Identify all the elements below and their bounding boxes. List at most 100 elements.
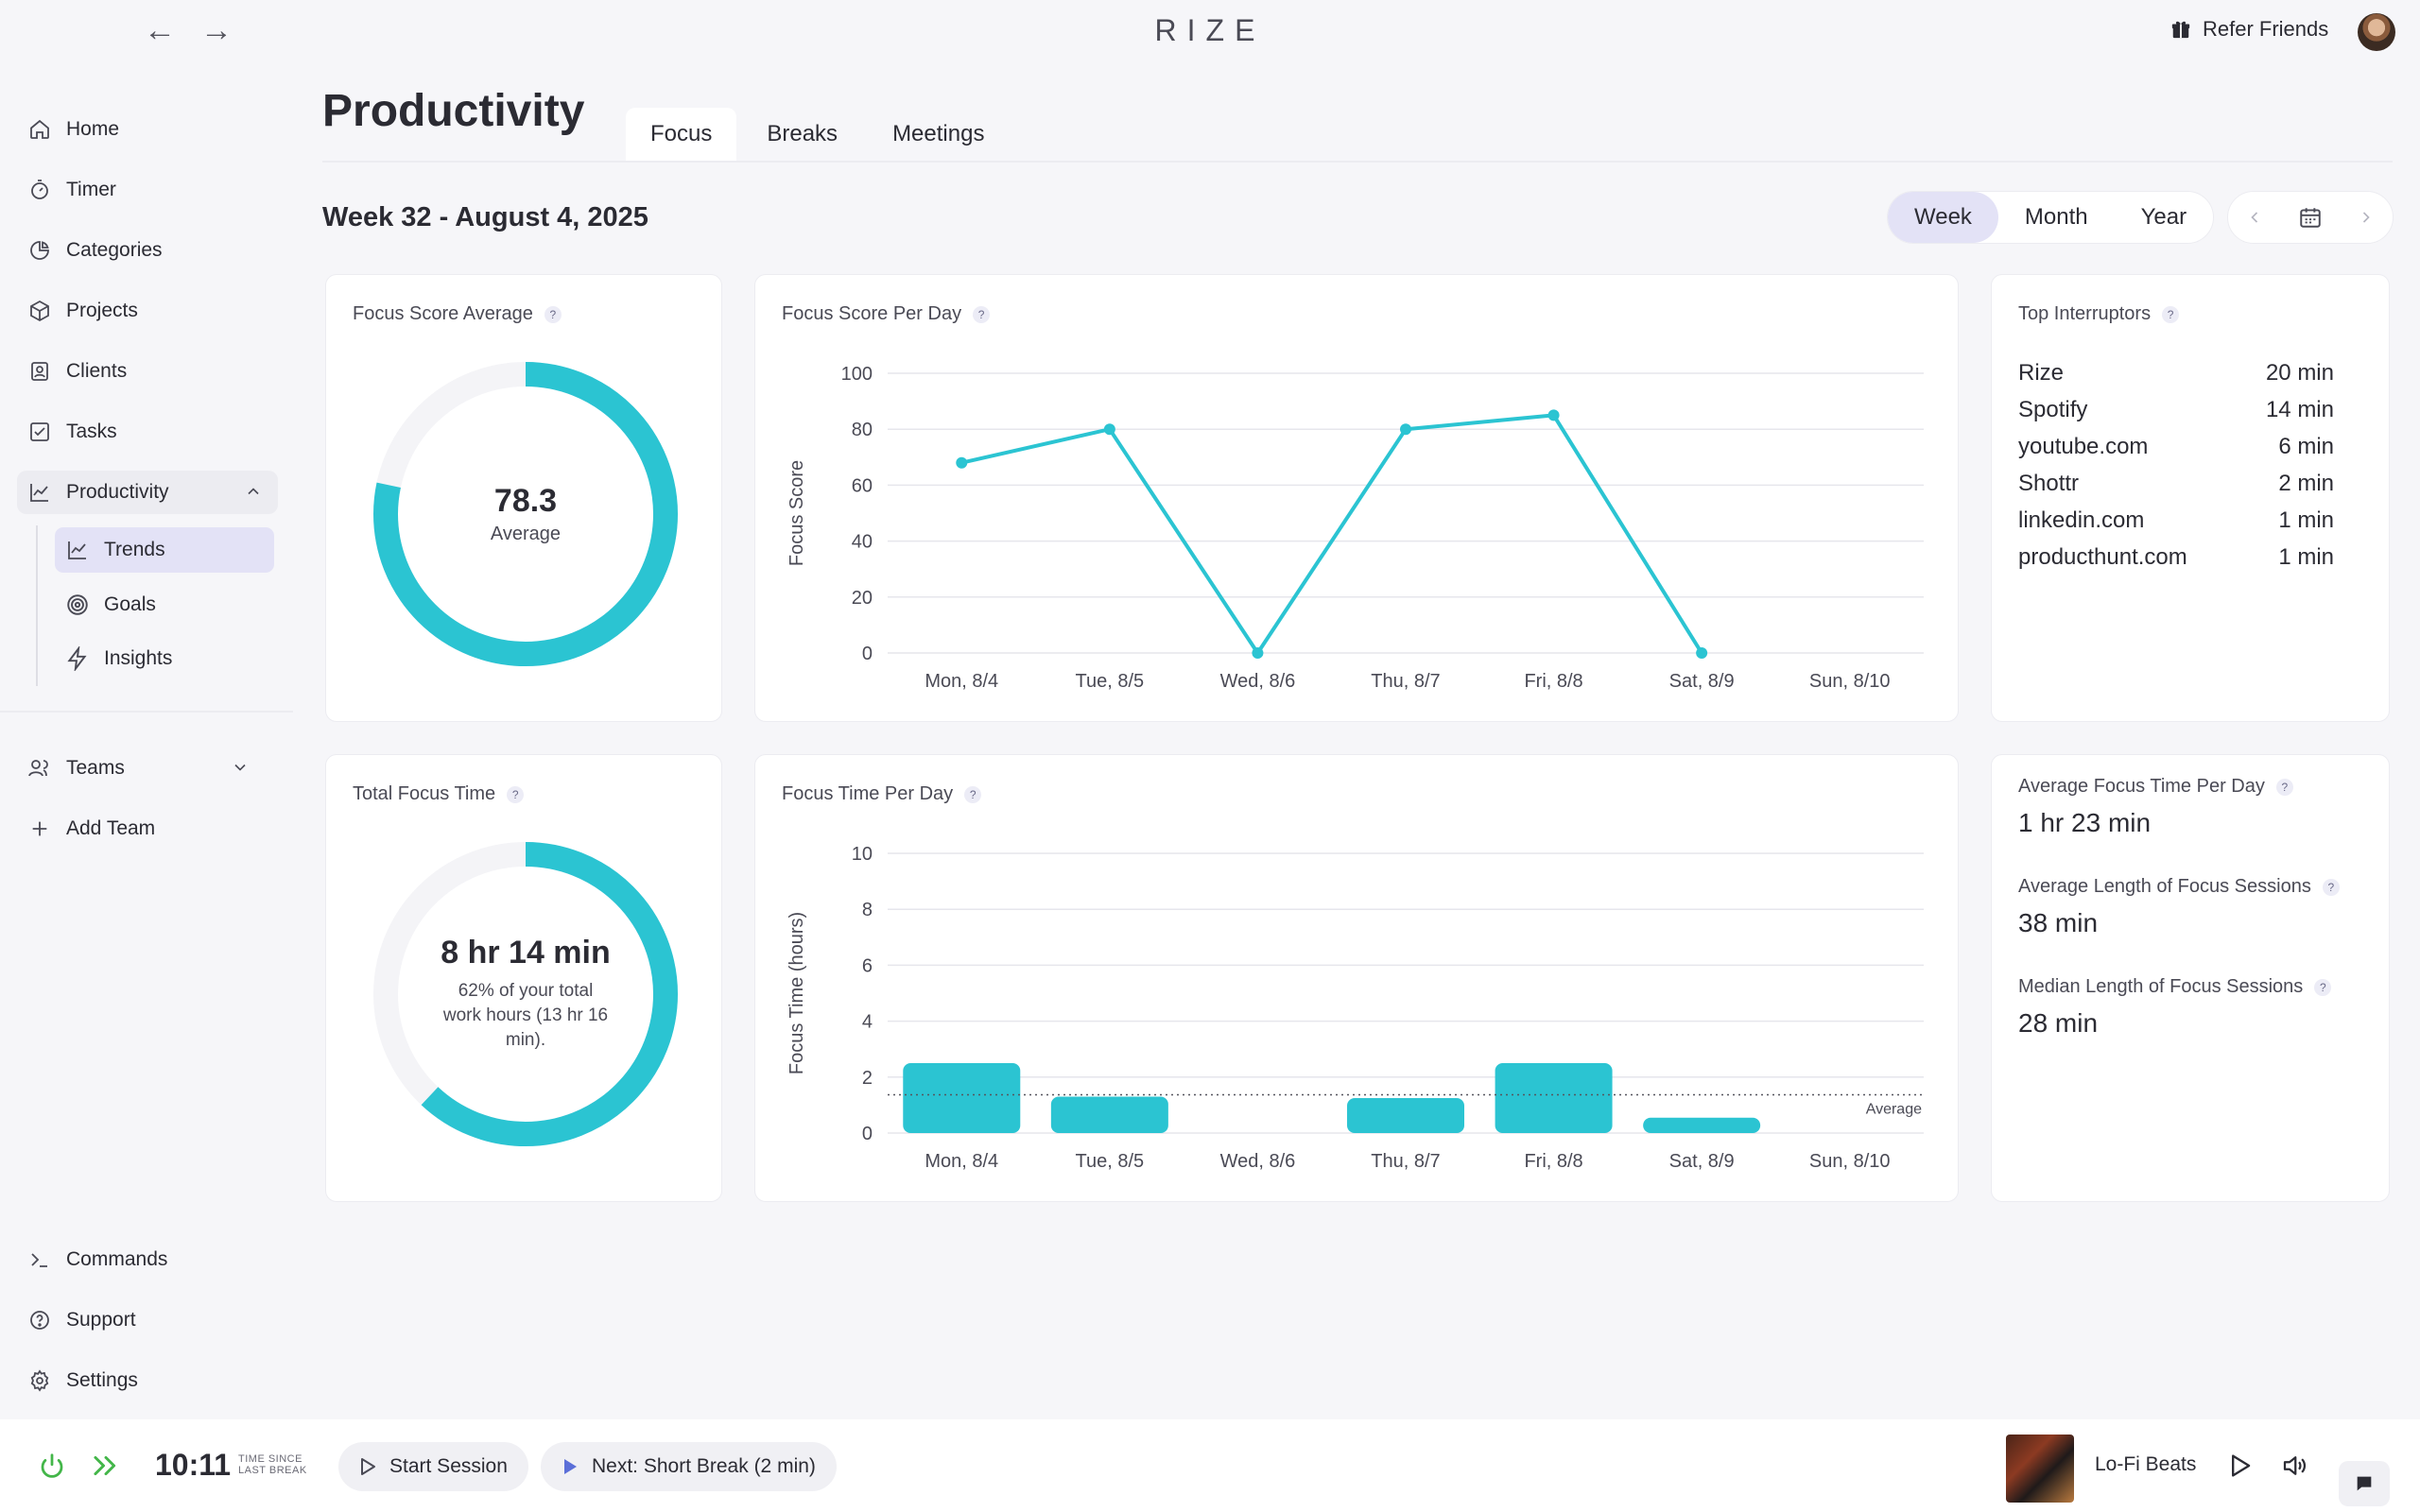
chat-button[interactable]	[2339, 1461, 2390, 1506]
y-axis-label: Focus Time (hours)	[786, 912, 807, 1074]
add-team-button[interactable]: Add Team	[26, 807, 276, 850]
start-session-button[interactable]: Start Session	[338, 1442, 528, 1491]
refer-friends-button[interactable]: Refer Friends	[2170, 17, 2328, 42]
tab-breaks[interactable]: Breaks	[767, 121, 838, 146]
x-tick-label: Tue, 8/5	[1076, 1151, 1145, 1172]
donut-center: 78.3 Average	[372, 360, 680, 668]
range-year-button[interactable]: Year	[2140, 204, 2187, 230]
bar	[903, 1063, 1021, 1133]
sidebar-item-settings[interactable]: Settings	[26, 1359, 276, 1402]
bar	[1347, 1098, 1464, 1133]
help-icon[interactable]: ?	[544, 305, 562, 323]
card-title: Top Interruptors ?	[2018, 303, 2180, 325]
list-item: linkedin.com 1 min	[2018, 502, 2334, 539]
donut-progress	[373, 842, 678, 1146]
sidebar-subitem-trends[interactable]: Trends	[55, 527, 274, 573]
sidebar-item-categories[interactable]: Categories	[26, 229, 276, 272]
date-navigator	[2227, 191, 2394, 244]
users-icon	[26, 755, 53, 782]
app-name: producthunt.com	[2018, 543, 2187, 570]
range-week-button[interactable]: Week	[1888, 192, 1998, 243]
sidebar-item-label: Productivity	[66, 481, 169, 503]
home-icon	[26, 116, 53, 143]
play-outline-icon[interactable]	[2229, 1453, 2252, 1478]
app-name: Spotify	[2018, 396, 2088, 422]
sidebar-item-clients[interactable]: Clients	[26, 350, 276, 393]
chevron-left-icon[interactable]	[2245, 208, 2264, 227]
contact-icon	[26, 358, 53, 385]
sidebar-subitem-label: Goals	[104, 593, 156, 615]
bar	[1495, 1063, 1613, 1133]
data-point	[1696, 647, 1708, 659]
app-name: Shottr	[2018, 470, 2080, 496]
sidebar-item-teams[interactable]: Teams	[26, 747, 276, 790]
sidebar-item-label: Settings	[66, 1369, 138, 1391]
volume-icon[interactable]	[2280, 1452, 2308, 1480]
help-icon[interactable]: ?	[973, 305, 991, 323]
app-logo: RIZE	[1154, 13, 1266, 47]
tab-focus[interactable]: Focus	[626, 108, 737, 161]
sidebar-item-home[interactable]: Home	[26, 108, 276, 151]
total-focus-value: 8 hr 14 min	[441, 935, 611, 971]
sidebar-item-projects[interactable]: Projects	[26, 289, 276, 333]
x-tick-label: Sat, 8/9	[1669, 1151, 1735, 1172]
skip-forward-icon[interactable]	[91, 1452, 121, 1480]
power-icon[interactable]	[38, 1452, 66, 1480]
sidebar-item-timer[interactable]: Timer	[26, 168, 276, 212]
y-tick-label: 2	[862, 1068, 873, 1089]
next-break-button[interactable]: Next: Short Break (2 min)	[541, 1442, 837, 1491]
time-since-label: TIME SINCE LAST BREAK	[238, 1453, 307, 1476]
app-time: 2 min	[2278, 470, 2334, 496]
help-icon[interactable]: ?	[964, 785, 982, 803]
sidebar-item-tasks[interactable]: Tasks	[26, 410, 276, 454]
help-icon[interactable]: ?	[507, 785, 525, 803]
sidebar: Home Timer Categories Projects Clients T…	[0, 66, 293, 1418]
focus-stats-card: Average Focus Time Per Day ? 1 hr 23 min…	[1991, 754, 2390, 1202]
range-month-button[interactable]: Month	[2024, 204, 2088, 230]
app-time: 20 min	[2265, 359, 2334, 386]
focus-time-bar-chart: 0 2 4 6 8 10 Focus Time (hours) Mon, 8/4 Tue, 8/…	[786, 844, 1924, 1172]
sidebar-item-label: Tasks	[66, 421, 117, 442]
help-icon[interactable]: ?	[2275, 778, 2293, 796]
checkbox-icon	[26, 419, 53, 445]
sidebar-subitem-goals[interactable]: Goals	[55, 582, 274, 627]
back-arrow-icon[interactable]: ←	[144, 12, 176, 48]
forward-arrow-icon[interactable]: →	[200, 12, 233, 48]
sidebar-item-label: Clients	[66, 360, 128, 382]
trend-line-icon	[26, 479, 53, 506]
sidebar-item-label: Support	[66, 1309, 136, 1331]
stat-value: 38 min	[2018, 908, 2099, 937]
total-focus-time-card: Total Focus Time ? 8 hr 14 min 62% of yo…	[325, 754, 722, 1202]
submenu-guide-line	[36, 525, 38, 686]
interruptor-list: Rize 20 min Spotify 14 min youtube.com 6 mi…	[2018, 354, 2334, 576]
chevron-down-icon[interactable]	[231, 758, 250, 777]
data-point	[1547, 409, 1560, 421]
gear-icon	[26, 1367, 53, 1394]
chevron-up-icon[interactable]	[244, 482, 263, 501]
focus-time-per-day-card: Focus Time Per Day ? 0 2 4 6 8 10 Focus Time (…	[754, 754, 1959, 1202]
x-tick-label: Sat, 8/9	[1669, 671, 1735, 692]
chevron-right-icon[interactable]	[2357, 208, 2376, 227]
card-title-label: Top Interruptors	[2018, 303, 2152, 324]
app-time: 1 min	[2278, 543, 2334, 570]
stat-label-text: Average Length of Focus Sessions	[2018, 876, 2311, 897]
stat-value: 1 hr 23 min	[2018, 808, 2152, 837]
app-name: linkedin.com	[2018, 507, 2145, 533]
calendar-icon[interactable]	[2298, 205, 2323, 230]
x-tick-label: Wed, 8/6	[1220, 671, 1296, 692]
focus-score-line-chart: 0 20 40 60 80 100 Focus Score Mon, 8/4 Tue, 8/5 W…	[786, 364, 1924, 692]
help-icon[interactable]: ?	[2314, 978, 2332, 996]
app-name: youtube.com	[2018, 433, 2149, 459]
card-title-label: Focus Score Per Day	[782, 303, 962, 324]
avatar[interactable]	[2358, 13, 2395, 51]
time-since-line: TIME SINCE	[238, 1453, 302, 1465]
sidebar-subitem-insights[interactable]: Insights	[55, 636, 274, 681]
help-icon[interactable]: ?	[2322, 878, 2340, 896]
sidebar-item-support[interactable]: Support	[26, 1298, 276, 1342]
app-time: 6 min	[2278, 433, 2334, 459]
sidebar-item-productivity[interactable]: Productivity	[17, 471, 278, 514]
help-icon[interactable]: ?	[2162, 305, 2180, 323]
tab-meetings[interactable]: Meetings	[892, 121, 985, 146]
tabs-divider	[322, 161, 2393, 163]
sidebar-item-commands[interactable]: Commands	[26, 1238, 276, 1281]
